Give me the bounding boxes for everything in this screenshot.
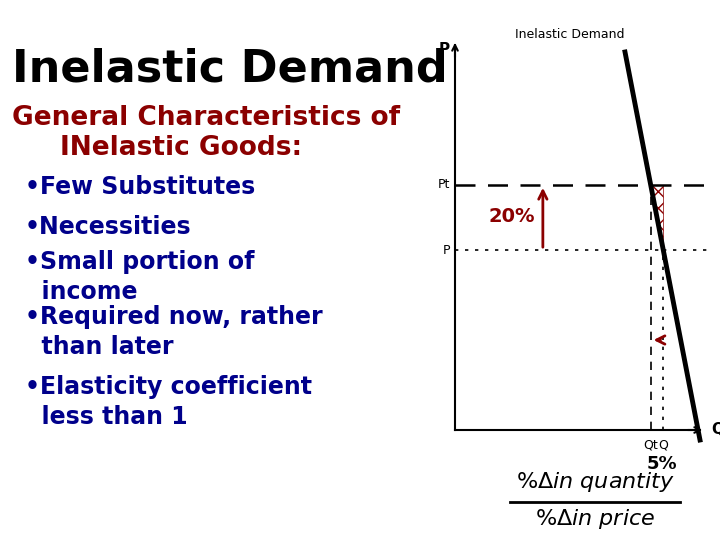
Text: Q: Q [658, 438, 668, 451]
Text: General Characteristics of: General Characteristics of [12, 105, 400, 131]
Text: $\%\Delta$$\mathit{in\ quantity}$: $\%\Delta$$\mathit{in\ quantity}$ [516, 470, 675, 494]
Text: Qt: Qt [644, 438, 658, 451]
Text: P: P [439, 43, 450, 57]
Text: •Necessities: •Necessities [25, 215, 192, 239]
Text: •Few Substitutes: •Few Substitutes [25, 175, 256, 199]
Text: Inelastic Demand: Inelastic Demand [516, 28, 625, 41]
Text: •Elasticity coefficient
  less than 1: •Elasticity coefficient less than 1 [25, 375, 312, 429]
Text: $\%\Delta$$\mathit{in\ price}$: $\%\Delta$$\mathit{in\ price}$ [535, 507, 655, 531]
Text: 5%: 5% [647, 455, 678, 473]
Text: INelastic Goods:: INelastic Goods: [60, 135, 302, 161]
Text: Pt: Pt [438, 179, 450, 192]
Text: P: P [443, 244, 450, 256]
Text: •Small portion of
  income: •Small portion of income [25, 250, 254, 303]
Text: Inelastic Demand: Inelastic Demand [12, 48, 448, 91]
Text: 20%: 20% [488, 207, 535, 226]
Text: Q: Q [711, 422, 720, 437]
Text: •Required now, rather
  than later: •Required now, rather than later [25, 305, 323, 359]
